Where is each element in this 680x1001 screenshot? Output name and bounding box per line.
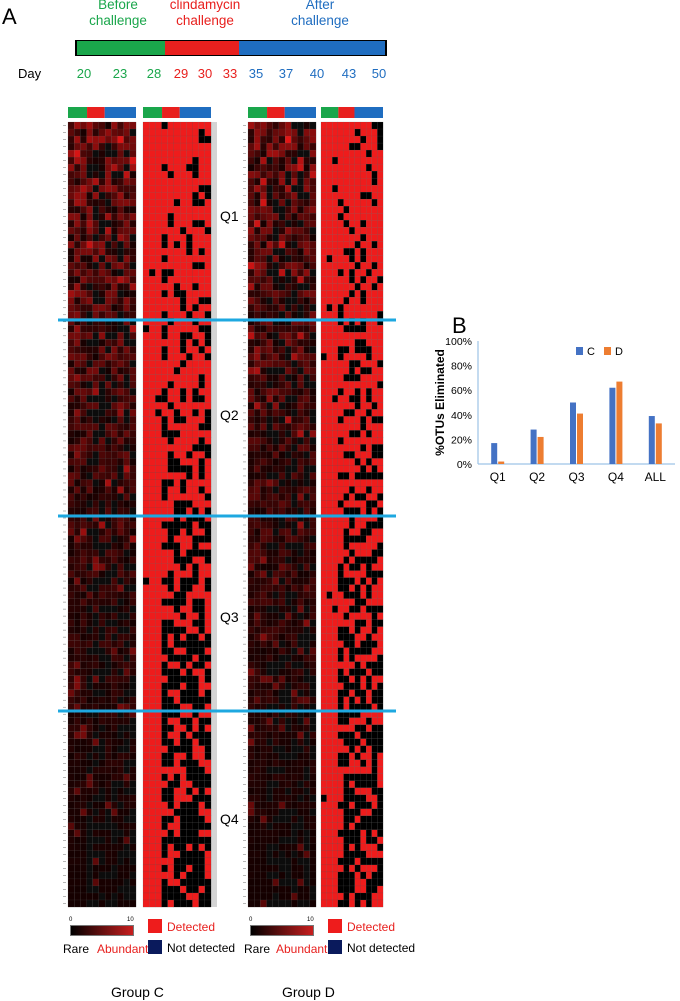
timeline-segment-after — [239, 41, 385, 55]
gradient-min-d: 0 — [249, 917, 253, 923]
legend-detected-swatch-c — [148, 919, 162, 933]
bar-D-Q3 — [577, 413, 583, 464]
legend-detected-d: Detected — [347, 920, 396, 934]
x-tick-label: ALL — [645, 470, 667, 484]
day-tick-43: 43 — [341, 66, 357, 81]
bar-C-Q3 — [570, 402, 576, 464]
y-tick-label: 80% — [451, 361, 472, 373]
day-tick-23: 23 — [112, 66, 128, 81]
heatmap-group-c-detection — [142, 107, 217, 908]
day-tick-35: 35 — [248, 66, 264, 81]
legend-detected-c: Detected — [167, 920, 216, 934]
phase-label-clindamycin: clindamycin challenge — [169, 0, 241, 28]
bar-D-Q4 — [616, 381, 623, 464]
legend-swatch-C — [576, 347, 583, 355]
gradient-max-d: 10 — [307, 917, 314, 923]
x-tick-label: Q2 — [529, 470, 545, 484]
legend-detected-swatch-d — [328, 919, 342, 933]
legend-not-detected-swatch-d — [328, 940, 342, 954]
group-label-c: Group C — [111, 984, 164, 1000]
y-tick-label: 20% — [451, 434, 472, 446]
y-tick-label: 60% — [451, 385, 472, 397]
timeline-bar — [75, 40, 387, 56]
bar-D-ALL — [655, 423, 662, 464]
y-tick-label: 40% — [451, 410, 472, 422]
day-axis-label: Day — [18, 66, 42, 81]
timeline-segment-clindamycin — [165, 41, 239, 55]
legend-not-detected-c: Not detected — [167, 941, 236, 955]
bar-C-Q4 — [609, 387, 616, 464]
legend-not-detected-swatch-c — [148, 940, 162, 954]
legend-swatch-D — [604, 347, 611, 355]
panel-b-letter: B — [452, 313, 467, 338]
y-tick-label: 100% — [445, 336, 472, 348]
legend-label-C: C — [587, 346, 595, 358]
y-axis-title: %OTUs Eliminated — [433, 349, 447, 456]
x-tick-label: Q3 — [568, 470, 584, 484]
day-tick-30: 30 — [197, 66, 213, 81]
bar-D-Q2 — [537, 436, 544, 464]
gradient-min-c: 0 — [69, 917, 73, 923]
bar-C-ALL — [648, 416, 655, 464]
quartile-label-q2: Q2 — [220, 407, 239, 423]
quartile-label-q1: Q1 — [220, 208, 239, 224]
timeline-segment-before — [77, 41, 165, 55]
legend-rare-c: Rare — [63, 942, 90, 956]
day-tick-28: 28 — [146, 66, 162, 81]
bar-C-Q1 — [491, 443, 498, 464]
x-tick-label: Q4 — [608, 470, 624, 484]
bar-D-Q1 — [498, 461, 505, 464]
quartile-label-q3: Q3 — [220, 609, 239, 625]
legend-abundant-d: Abundant — [276, 942, 328, 956]
gradient-max-c: 10 — [127, 917, 134, 923]
abundance-gradient-d — [250, 925, 314, 936]
day-tick-20: 20 — [76, 66, 92, 81]
y-tick-label: 0% — [457, 459, 472, 471]
heatmap-group-d-detection — [320, 107, 384, 908]
legend-label-D: D — [615, 346, 623, 358]
phase-label-after: After challenge — [291, 0, 349, 28]
legend-not-detected-d: Not detected — [347, 941, 416, 955]
bar-chart: %OTUs Eliminated 0% 20% 40% 60% 80% 100% Q1 Q2 Q3… — [433, 336, 675, 484]
heatmap-group-c-abundance — [63, 107, 137, 908]
heatmap-group-d-abundance-header — [248, 107, 316, 118]
bar-C-Q2 — [530, 429, 537, 464]
panel-a-letter: A — [2, 4, 17, 29]
day-tick-50: 50 — [371, 66, 387, 81]
heatmap-group-d-detection-header — [321, 107, 383, 118]
heatmap-group-c-detection-header — [143, 107, 211, 118]
abundance-gradient-c — [70, 925, 134, 936]
legend-rare-d: Rare — [244, 942, 271, 956]
heatmap-group-c-abundance-header — [68, 107, 136, 118]
day-tick-40: 40 — [309, 66, 325, 81]
day-tick-33: 33 — [222, 66, 238, 81]
phase-label-before: Before challenge — [89, 0, 147, 28]
x-tick-label: Q1 — [490, 470, 506, 484]
group-label-d: Group D — [282, 984, 335, 1000]
quartile-label-q4: Q4 — [220, 811, 239, 827]
day-tick-29: 29 — [173, 66, 189, 81]
day-tick-37: 37 — [278, 66, 294, 81]
legend-abundant-c: Abundant — [97, 942, 149, 956]
heatmap-group-d-abundance — [243, 107, 317, 908]
